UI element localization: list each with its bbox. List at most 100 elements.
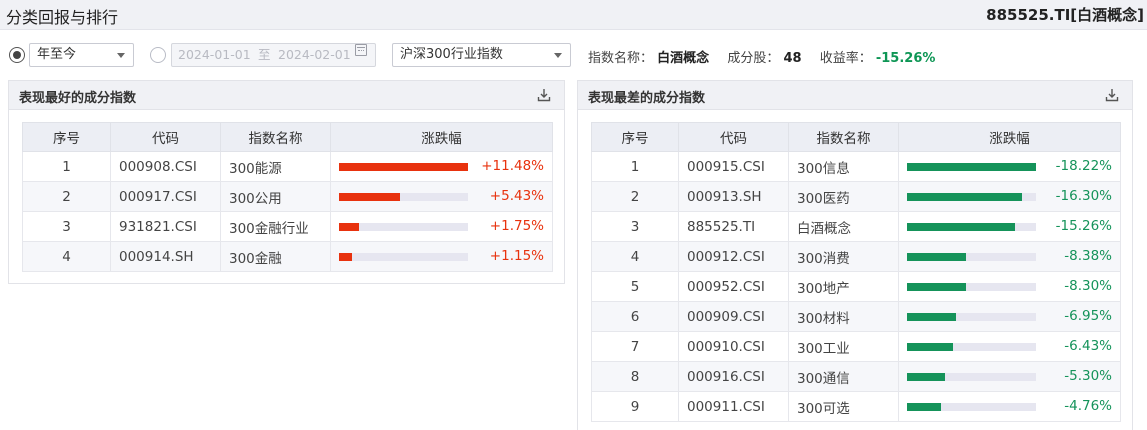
index-category-select[interactable]: 沪深300行业指数 xyxy=(392,43,571,67)
table-row[interactable]: 4 000914.SH 300金融 +1.15% xyxy=(22,241,553,272)
table-row[interactable]: 3 931821.CSI 300金融行业 +1.75% xyxy=(22,211,553,242)
code-cell: 000915.CSI xyxy=(678,151,789,182)
download-icon[interactable] xyxy=(1105,88,1119,102)
best-performers-panel: 表现最好的成分指数 序号 代码 指数名称 涨跌幅 1 000908.CSI 300能… xyxy=(8,80,565,284)
calendar-icon[interactable] xyxy=(355,44,367,56)
rank-cell: 4 xyxy=(591,241,679,272)
table-row[interactable]: 8 000916.CSI 300通信 -5.30% xyxy=(591,361,1121,392)
worst-table: 序号 代码 指数名称 涨跌幅 1 000915.CSI 300信息 -18.22% 2 0… xyxy=(591,122,1121,422)
change-percent: -5.30% xyxy=(1064,368,1112,384)
table-row[interactable]: 5 000952.CSI 300地产 -8.30% xyxy=(591,271,1121,302)
download-icon[interactable] xyxy=(537,88,551,102)
code-cell: 000909.CSI xyxy=(678,301,789,332)
column-header-code[interactable]: 代码 xyxy=(678,122,789,152)
best-table: 序号 代码 指数名称 涨跌幅 1 000908.CSI 300能源 +11.48% 2 0… xyxy=(22,122,553,272)
change-bar-track xyxy=(339,163,468,171)
date-start: 2024-01-01 xyxy=(178,47,251,62)
change-cell: -8.38% xyxy=(898,241,1121,272)
components-value: 48 xyxy=(783,51,802,66)
period-radio[interactable] xyxy=(9,47,25,63)
table-row[interactable]: 6 000909.CSI 300材料 -6.95% xyxy=(591,301,1121,332)
period-select-value: 年至今 xyxy=(37,47,77,62)
best-panel-title: 表现最好的成分指数 xyxy=(19,91,137,106)
table-row[interactable]: 3 885525.TI 白酒概念 -15.26% xyxy=(591,211,1121,242)
column-header-rank[interactable]: 序号 xyxy=(591,122,679,152)
name-cell: 300可选 xyxy=(788,391,899,422)
table-header-row: 序号 代码 指数名称 涨跌幅 xyxy=(22,122,553,152)
change-bar-fill xyxy=(907,343,953,351)
change-cell: -5.30% xyxy=(898,361,1121,392)
rank-cell: 3 xyxy=(591,211,679,242)
change-percent: +1.75% xyxy=(489,218,544,234)
name-cell: 300信息 xyxy=(788,151,899,182)
return-label: 收益率： xyxy=(819,51,872,66)
change-cell: +1.15% xyxy=(330,241,553,272)
table-row[interactable]: 2 000917.CSI 300公用 +5.43% xyxy=(22,181,553,212)
change-bar-fill xyxy=(907,373,945,381)
table-row[interactable]: 1 000908.CSI 300能源 +11.48% xyxy=(22,151,553,182)
change-bar-track xyxy=(907,343,1036,351)
rank-cell: 8 xyxy=(591,361,679,392)
date-range-picker[interactable]: 2024-01-01 至 2024-02-01 xyxy=(171,43,376,67)
change-bar-track xyxy=(907,193,1036,201)
code-cell: 931821.CSI xyxy=(110,211,221,242)
change-bar-fill xyxy=(907,223,1016,231)
change-bar-fill xyxy=(339,253,352,261)
code-cell: 000912.CSI xyxy=(678,241,789,272)
change-bar-fill xyxy=(907,403,941,411)
change-bar-fill xyxy=(907,313,957,321)
change-cell: +1.75% xyxy=(330,211,553,242)
table-row[interactable]: 1 000915.CSI 300信息 -18.22% xyxy=(591,151,1121,182)
rank-cell: 1 xyxy=(22,151,111,182)
column-header-change[interactable]: 涨跌幅 xyxy=(330,122,553,152)
name-cell: 300消费 xyxy=(788,241,899,272)
change-cell: -4.76% xyxy=(898,391,1121,422)
code-cell: 000917.CSI xyxy=(110,181,221,212)
change-percent: +11.48% xyxy=(481,158,544,174)
name-cell: 300金融行业 xyxy=(220,211,331,242)
change-bar-track xyxy=(907,403,1036,411)
change-cell: -16.30% xyxy=(898,181,1121,212)
change-cell: +11.48% xyxy=(330,151,553,182)
column-header-rank[interactable]: 序号 xyxy=(22,122,111,152)
date-separator: 至 xyxy=(258,47,271,62)
rank-cell: 4 xyxy=(22,241,111,272)
page-title: 分类回报与排行 xyxy=(6,8,119,27)
change-cell: -15.26% xyxy=(898,211,1121,242)
table-row[interactable]: 9 000911.CSI 300可选 -4.76% xyxy=(591,391,1121,422)
change-cell: -6.43% xyxy=(898,331,1121,362)
change-bar-fill xyxy=(907,253,967,261)
date-end: 2024-02-01 xyxy=(278,47,351,62)
rank-cell: 7 xyxy=(591,331,679,362)
table-row[interactable]: 4 000912.CSI 300消费 -8.38% xyxy=(591,241,1121,272)
column-header-name[interactable]: 指数名称 xyxy=(220,122,331,152)
worst-panel-title: 表现最差的成分指数 xyxy=(588,91,706,106)
table-row[interactable]: 7 000910.CSI 300工业 -6.43% xyxy=(591,331,1121,362)
code-cell: 000913.SH xyxy=(678,181,789,212)
change-percent: -4.76% xyxy=(1064,398,1112,414)
change-bar-fill xyxy=(339,223,359,231)
change-bar-fill xyxy=(907,163,1036,171)
change-cell: -6.95% xyxy=(898,301,1121,332)
rank-cell: 3 xyxy=(22,211,111,242)
period-select[interactable]: 年至今 xyxy=(29,43,134,67)
rank-cell: 6 xyxy=(591,301,679,332)
change-percent: -6.95% xyxy=(1064,308,1112,324)
change-bar-fill xyxy=(907,193,1023,201)
table-row[interactable]: 2 000913.SH 300医药 -16.30% xyxy=(591,181,1121,212)
worst-performers-panel: 表现最差的成分指数 序号 代码 指数名称 涨跌幅 1 000915.CSI 300信… xyxy=(577,80,1133,430)
change-cell: -8.30% xyxy=(898,271,1121,302)
date-range-radio[interactable] xyxy=(150,47,166,63)
title-bar: 分类回报与排行 885525.TI[白酒概念] xyxy=(0,0,1147,30)
rank-cell: 5 xyxy=(591,271,679,302)
column-header-change[interactable]: 涨跌幅 xyxy=(898,122,1121,152)
change-bar-track xyxy=(339,223,468,231)
rank-cell: 2 xyxy=(591,181,679,212)
column-header-name[interactable]: 指数名称 xyxy=(788,122,899,152)
change-percent: -6.43% xyxy=(1064,338,1112,354)
change-bar-track xyxy=(907,373,1036,381)
change-bar-track xyxy=(907,163,1036,171)
column-header-code[interactable]: 代码 xyxy=(110,122,221,152)
rank-cell: 2 xyxy=(22,181,111,212)
change-bar-track xyxy=(907,223,1036,231)
